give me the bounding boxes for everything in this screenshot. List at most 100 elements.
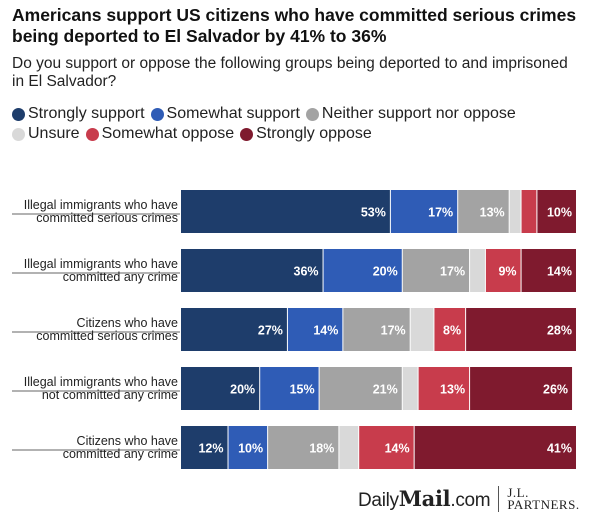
bar-segment xyxy=(260,367,319,410)
category-label-line: committed any crime xyxy=(63,270,178,284)
bar-segment xyxy=(323,249,402,292)
legend-item-strongly-oppose: Strongly oppose xyxy=(240,124,372,144)
category-label-line: Illegal immigrants who have xyxy=(24,198,178,212)
legend: Strongly support Somewhat support Neithe… xyxy=(12,104,582,144)
category-label: Illegal immigrants who have committed any… xyxy=(24,257,178,284)
data-label: 20% xyxy=(230,383,255,397)
logo-part: Mail xyxy=(398,486,451,511)
bar-segment xyxy=(485,249,521,292)
bar-segment xyxy=(470,367,573,410)
data-label: 27% xyxy=(258,324,283,338)
stacked-bar-chart: Illegal immigrants who have committed ser… xyxy=(12,190,576,469)
data-label: 13% xyxy=(480,206,505,220)
data-label: 15% xyxy=(290,383,315,397)
data-label: 10% xyxy=(238,442,263,456)
data-label: 17% xyxy=(428,206,453,220)
chart-title: Americans support US citizens who have c… xyxy=(12,5,577,46)
data-label: 17% xyxy=(440,265,465,279)
legend-label: Somewhat oppose xyxy=(101,125,235,142)
logo-line: PARTNERS. xyxy=(507,497,580,512)
bar-segment xyxy=(414,426,576,469)
dailymail-logo: DailyMail.com xyxy=(358,486,491,512)
legend-item-somewhat-support: Somewhat support xyxy=(150,104,300,124)
legend-swatch xyxy=(12,127,25,141)
logo-part: Daily xyxy=(358,490,399,511)
category-label: Illegal immigrants who have not committed… xyxy=(24,375,178,402)
chart-subtitle: Do you support or oppose the following g… xyxy=(12,55,568,90)
data-label: 41% xyxy=(547,442,572,456)
category-label-line: committed any crime xyxy=(63,447,178,461)
legend-label: Unsure xyxy=(28,125,80,142)
legend-label: Strongly oppose xyxy=(256,125,372,142)
data-label: 13% xyxy=(440,383,465,397)
legend-swatch xyxy=(12,107,25,121)
bar-segment xyxy=(458,190,509,233)
category-label-line: not committed any crime xyxy=(42,388,178,402)
data-label: 53% xyxy=(361,206,386,220)
bar-segment xyxy=(521,249,576,292)
category-label: Illegal immigrants who have committed ser… xyxy=(24,198,178,225)
data-label: 8% xyxy=(443,324,461,338)
bar-segment xyxy=(228,426,268,469)
bar-segment xyxy=(509,190,521,233)
category-label-line: Illegal immigrants who have xyxy=(24,257,178,271)
legend-label: Neither support nor oppose xyxy=(321,105,516,122)
bar-segment xyxy=(359,426,414,469)
bar-segment xyxy=(537,190,576,233)
data-label: 14% xyxy=(313,324,338,338)
category-label-line: Illegal immigrants who have xyxy=(24,375,178,389)
logo-divider xyxy=(498,486,500,512)
data-label: 28% xyxy=(547,324,572,338)
legend-item-unsure: Unsure xyxy=(12,124,80,144)
category-label: Citizens who have committed any crime xyxy=(63,434,178,461)
bar-segment xyxy=(402,249,470,292)
jl-partners-logo: J.L. PARTNERS. xyxy=(507,485,580,512)
data-label: 36% xyxy=(294,265,319,279)
data-label: 17% xyxy=(381,324,406,338)
bar-segment xyxy=(466,308,576,351)
legend-swatch xyxy=(305,107,319,121)
legend-swatch xyxy=(85,127,99,141)
data-label: 14% xyxy=(547,265,572,279)
data-label: 14% xyxy=(385,442,410,456)
legend-swatch xyxy=(150,107,164,121)
bar-segment xyxy=(181,190,390,233)
data-label: 20% xyxy=(373,265,398,279)
legend-item-strongly-support: Strongly support xyxy=(12,104,145,124)
bar-segment xyxy=(181,249,323,292)
bar-segment xyxy=(434,308,466,351)
bar-segment xyxy=(418,367,470,410)
bar-segment xyxy=(319,367,402,410)
bar-segment xyxy=(390,190,458,233)
legend-swatch xyxy=(240,127,254,141)
bar-segment xyxy=(268,426,339,469)
bar-segment xyxy=(181,426,228,469)
bar-segment xyxy=(521,190,537,233)
bar-segment xyxy=(181,367,260,410)
legend-label: Strongly support xyxy=(28,105,145,122)
data-label: 21% xyxy=(373,383,398,397)
bar-segment xyxy=(339,426,359,469)
bar-segment xyxy=(287,308,343,351)
category-label-line: Citizens who have xyxy=(77,434,178,448)
legend-label: Somewhat support xyxy=(166,105,300,122)
legend-item-somewhat-oppose: Somewhat oppose xyxy=(85,124,235,144)
legend-item-neither: Neither support nor oppose xyxy=(305,104,516,124)
data-label: 10% xyxy=(547,206,572,220)
bar-segment xyxy=(343,308,410,351)
category-label: Citizens who have committed serious crime… xyxy=(36,316,178,343)
data-label: 12% xyxy=(198,442,223,456)
bar-segment xyxy=(410,308,434,351)
bar-segment xyxy=(470,249,485,292)
category-label-line: committed serious crimes xyxy=(36,211,178,225)
logo-part: .com xyxy=(450,490,491,511)
data-label: 26% xyxy=(543,383,568,397)
category-label-line: committed serious crimes xyxy=(36,329,178,343)
bar-segment xyxy=(402,367,418,410)
bar-segment xyxy=(181,308,287,351)
category-label-line: Citizens who have xyxy=(77,316,178,330)
data-label: 18% xyxy=(309,442,334,456)
data-label: 9% xyxy=(498,265,516,279)
footer-logos: DailyMail.com J.L. PARTNERS. xyxy=(358,484,580,514)
logo-line: J.L. xyxy=(507,485,529,500)
